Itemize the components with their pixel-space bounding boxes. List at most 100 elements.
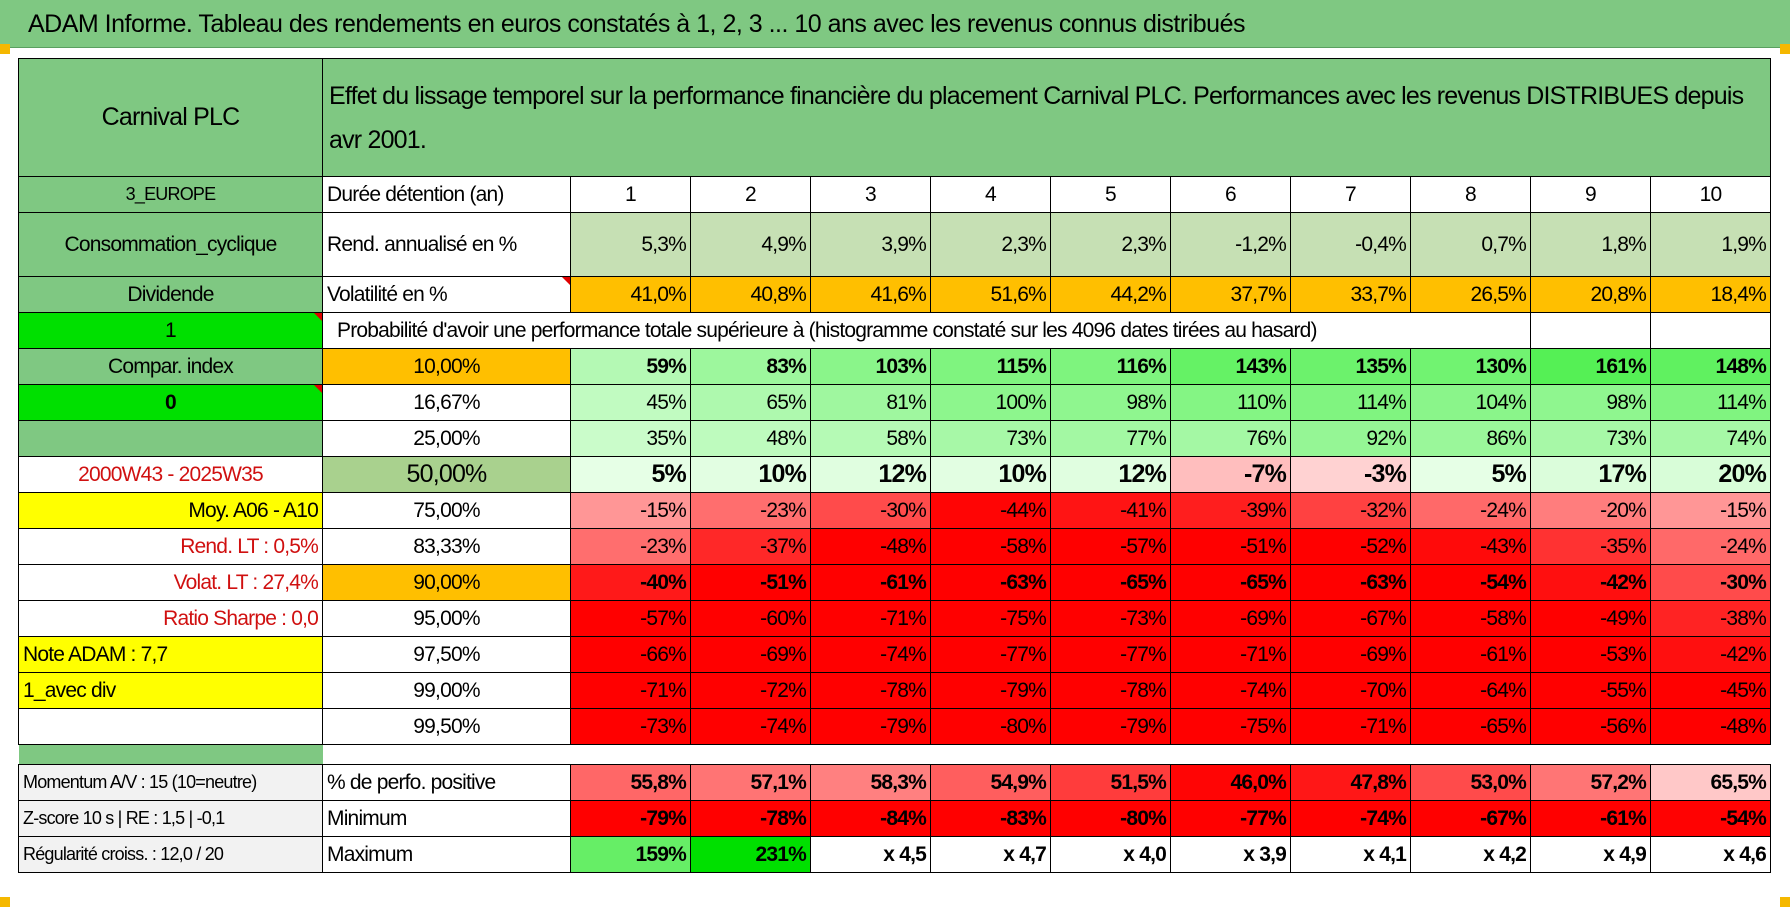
quantile-label: 25,00% [322, 420, 571, 457]
quantile-cell: 73% [930, 420, 1051, 457]
quantile-cell: -67% [1290, 600, 1411, 637]
pos-cell: 57,1% [690, 764, 811, 801]
quantile-cell: -60% [690, 600, 811, 637]
quantile-cell: 5% [570, 456, 691, 493]
quantile-cell: 148% [1650, 348, 1771, 385]
quantile-cell: -48% [810, 528, 931, 565]
pos-cell: 57,2% [1530, 764, 1651, 801]
quantile-cell: -79% [810, 708, 931, 745]
year-header: 3 [810, 176, 931, 213]
pos-cell: 65,5% [1650, 764, 1771, 801]
quantile-cell: 81% [810, 384, 931, 421]
rend-label: Rend. annualisé en % [322, 212, 571, 277]
quantile-cell: 92% [1290, 420, 1411, 457]
pos-cell: 51,5% [1050, 764, 1171, 801]
quantile-cell: -45% [1650, 672, 1771, 709]
quantile-cell: -42% [1650, 636, 1771, 673]
max-cell: x 4,2 [1410, 836, 1531, 873]
quantile-label: 83,33% [322, 528, 571, 565]
pos-cell: 54,9% [930, 764, 1051, 801]
quantile-cell: 114% [1650, 384, 1771, 421]
vol-cell: 33,7% [1290, 276, 1411, 313]
quantile-cell: -7% [1170, 456, 1291, 493]
quantile-cell: 114% [1290, 384, 1411, 421]
rend-cell: 1,8% [1530, 212, 1651, 277]
max-label: Maximum [322, 836, 571, 873]
quantile-cell: -63% [930, 564, 1051, 601]
rend-lt-label: Rend. LT : 0,5% [18, 528, 323, 565]
quantile-cell: -30% [1650, 564, 1771, 601]
quantile-cell: -51% [1170, 528, 1291, 565]
min-cell: -84% [810, 800, 931, 837]
pos-cell: 53,0% [1410, 764, 1531, 801]
rend-cell: -0,4% [1290, 212, 1411, 277]
rend-cell: 0,7% [1410, 212, 1531, 277]
quantile-cell: -23% [570, 528, 691, 565]
min-cell: -61% [1530, 800, 1651, 837]
quantile-cell: 86% [1410, 420, 1531, 457]
pos-cell: 55,8% [570, 764, 691, 801]
quantile-cell: -37% [690, 528, 811, 565]
regularite-label: Régularité croiss. : 12,0 / 20 [18, 836, 323, 873]
quantile-cell: -75% [1170, 708, 1291, 745]
quantile-label: 99,50% [322, 708, 571, 745]
quantile-cell: -32% [1290, 492, 1411, 529]
volat-lt-label: Volat. LT : 27,4% [18, 564, 323, 601]
avec-div-label: 1_avec div [18, 672, 323, 709]
year-header: 4 [930, 176, 1051, 213]
quantile-label: 10,00% [322, 348, 571, 385]
quantile-cell: -48% [1650, 708, 1771, 745]
min-cell: -78% [690, 800, 811, 837]
quantile-cell: -65% [1410, 708, 1531, 745]
quantile-cell: -74% [690, 708, 811, 745]
quantile-cell: -78% [810, 672, 931, 709]
quantile-cell: -49% [1530, 600, 1651, 637]
quantile-cell: 73% [1530, 420, 1651, 457]
min-label: Minimum [322, 800, 571, 837]
quantile-cell: -54% [1410, 564, 1531, 601]
max-cell: 159% [570, 836, 691, 873]
quantile-cell: 115% [930, 348, 1051, 385]
max-cell: x 4,9 [1530, 836, 1651, 873]
pos-label: % de perfo. positive [322, 764, 571, 801]
rend-cell: 3,9% [810, 212, 931, 277]
quantile-cell: 98% [1050, 384, 1171, 421]
quantile-cell: -66% [570, 636, 691, 673]
rend-cell: 5,3% [570, 212, 691, 277]
empty-cell [1530, 312, 1651, 349]
vol-cell: 41,6% [810, 276, 931, 313]
quantile-cell: 35% [570, 420, 691, 457]
quantile-cell: 135% [1290, 348, 1411, 385]
quantile-cell: -69% [1170, 600, 1291, 637]
min-cell: -54% [1650, 800, 1771, 837]
period-label: 2000W43 - 2025W35 [18, 456, 323, 493]
quantile-label: 50,00% [322, 456, 571, 493]
quantile-cell: -38% [1650, 600, 1771, 637]
rend-cell: -1,2% [1170, 212, 1291, 277]
vol-cell: 18,4% [1650, 276, 1771, 313]
quantile-cell: -40% [570, 564, 691, 601]
quantile-label: 75,00% [322, 492, 571, 529]
quantile-cell: -73% [1050, 600, 1171, 637]
quantile-cell: -24% [1410, 492, 1531, 529]
year-header: 6 [1170, 176, 1291, 213]
rend-cell: 2,3% [930, 212, 1051, 277]
corner-marker [1780, 44, 1790, 54]
vol-cell: 40,8% [690, 276, 811, 313]
quantile-cell: 48% [690, 420, 811, 457]
quantile-cell: -79% [1050, 708, 1171, 745]
dividend-label: Dividende [18, 276, 323, 313]
quantile-cell: -69% [1290, 636, 1411, 673]
quantile-cell: -71% [810, 600, 931, 637]
quantile-label: 90,00% [322, 564, 571, 601]
corner-marker [0, 897, 10, 907]
year-header: 8 [1410, 176, 1531, 213]
zscore-label: Z-score 10 s | RE : 1,5 | -0,1 [18, 800, 323, 837]
quantile-cell: -24% [1650, 528, 1771, 565]
sector-label: Consommation_cyclique [18, 212, 323, 277]
max-cell: 231% [690, 836, 811, 873]
quantile-cell: 10% [690, 456, 811, 493]
min-cell: -83% [930, 800, 1051, 837]
sharpe-label: Ratio Sharpe : 0,0 [18, 600, 323, 637]
momentum-label: Momentum A/V : 15 (10=neutre) [18, 764, 323, 801]
